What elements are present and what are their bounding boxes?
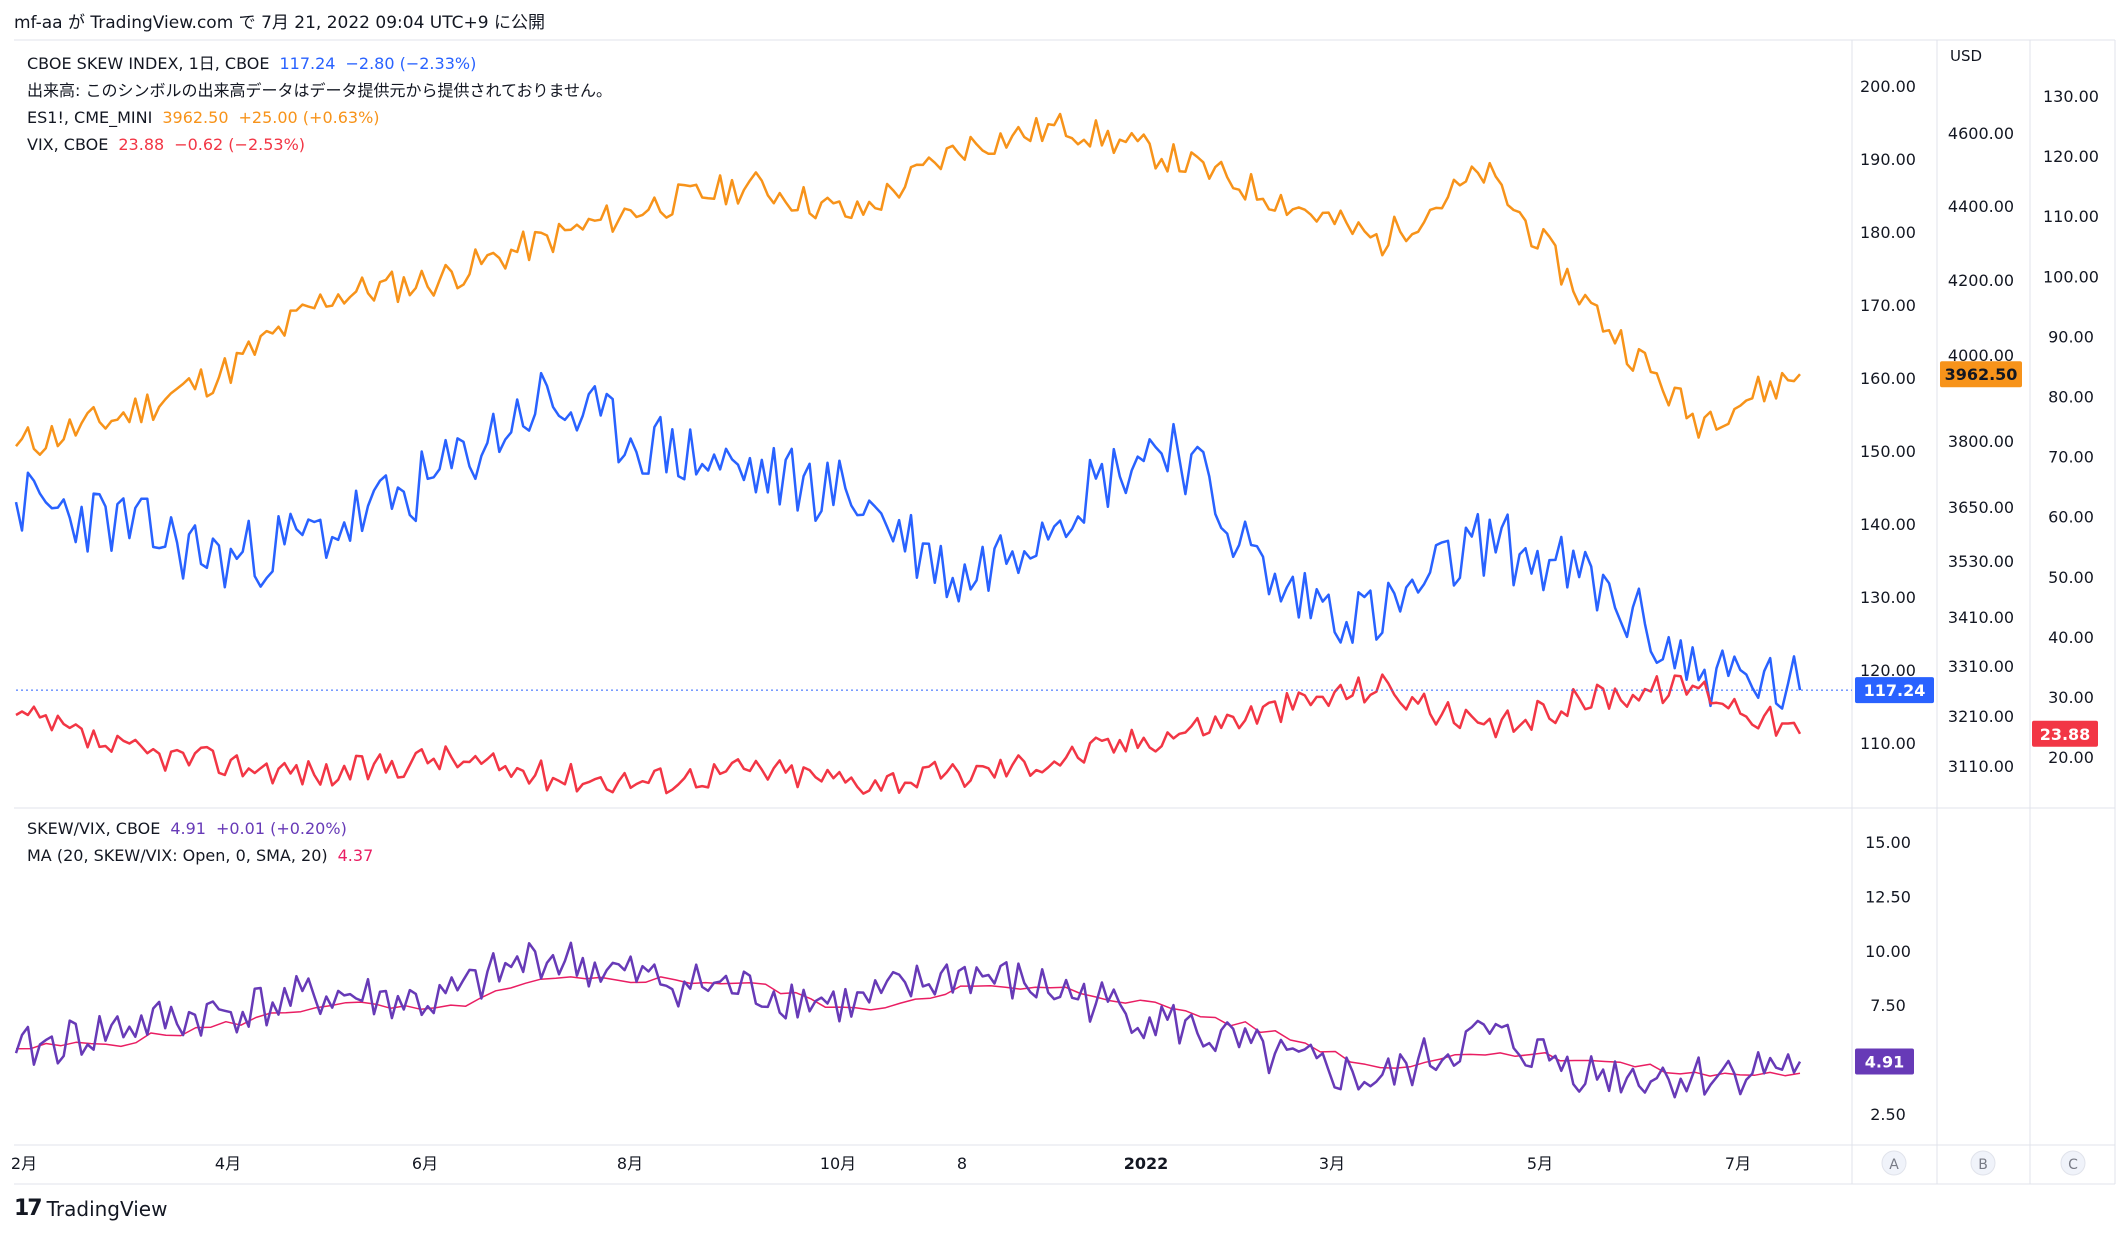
vix-price-label: 23.88: [2032, 720, 2098, 747]
es-axis-tick: 3530.00: [1948, 552, 2014, 571]
scale-button-a[interactable]: A: [1881, 1150, 1907, 1176]
brand-label: TradingView: [46, 1196, 168, 1221]
legend-es[interactable]: ES1!, CME_MINI 3962.50 +25.00 (+0.63%): [27, 108, 380, 127]
vix-axis-tick: 40.00: [2048, 628, 2094, 647]
publish-info: mf-aa が TradingView.com で 7月 21, 2022 09…: [14, 13, 545, 33]
time-axis-tick: 2022: [1124, 1154, 1169, 1173]
tradingview-brand[interactable]: 17 TradingView: [14, 1196, 167, 1221]
ratio-axis-tick: 2.50: [1870, 1105, 1906, 1124]
time-axis-tick: 2月: [11, 1154, 37, 1173]
skew-axis-tick: 140.00: [1860, 515, 1916, 534]
sub-pane-legend: SKEW/VIX, CBOE 4.91 +0.01 (+0.20%) MA (20,…: [27, 815, 373, 869]
vix-axis-tick: 110.00: [2043, 207, 2099, 226]
time-axis-tick: 6月: [412, 1154, 438, 1173]
es-axis-unit: USD: [1950, 47, 1982, 65]
skew-axis-tick: 150.00: [1860, 442, 1916, 461]
time-axis-tick: 10月: [820, 1154, 856, 1173]
ratio-price-label: 4.91: [1855, 1048, 1914, 1075]
vix-axis-tick: 70.00: [2048, 448, 2094, 467]
es-axis-tick: 4000.00: [1948, 346, 2014, 365]
skew-vix-series-line[interactable]: [14, 941, 1802, 1099]
vix-axis-tick: 80.00: [2048, 388, 2094, 407]
legend-skew[interactable]: CBOE SKEW INDEX, 1日, CBOE 117.24 −2.80 (−2…: [27, 54, 477, 73]
scale-button-label: C: [2068, 1157, 2078, 1173]
vix-axis-tick: 30.00: [2048, 688, 2094, 707]
tradingview-logo-icon: 17: [14, 1196, 43, 1221]
legend-skew-vix[interactable]: SKEW/VIX, CBOE 4.91 +0.01 (+0.20%): [27, 819, 347, 838]
es-axis-tick: 3800.00: [1948, 432, 2014, 451]
ma-series-line[interactable]: [15, 976, 1801, 1077]
ratio-price-label-text: 4.91: [1865, 1053, 1904, 1072]
skew-series-line[interactable]: [14, 371, 1802, 710]
vix-axis-tick: 100.00: [2043, 267, 2099, 286]
time-axis-tick: 4月: [215, 1154, 241, 1173]
es-series-line[interactable]: [15, 112, 1801, 456]
skew-axis-tick: 170.00: [1860, 296, 1916, 315]
skew-axis-tick: 120.00: [1860, 661, 1916, 680]
time-axis-tick: 8月: [617, 1154, 643, 1173]
vix-axis-tick: 50.00: [2048, 568, 2094, 587]
scale-button-b[interactable]: B: [1970, 1150, 1996, 1176]
ratio-axis-tick: 15.00: [1865, 833, 1911, 852]
time-axis-tick: 5月: [1527, 1154, 1553, 1173]
es-price-label-text: 3962.50: [1945, 365, 2018, 384]
ratio-axis-tick: 12.50: [1865, 887, 1911, 906]
es-axis-tick: 3410.00: [1948, 608, 2014, 627]
es-axis-tick: 4600.00: [1948, 124, 2014, 143]
skew-axis-tick: 190.00: [1860, 150, 1916, 169]
es-price-label: 3962.50: [1940, 361, 2022, 388]
vix-axis-tick: 120.00: [2043, 147, 2099, 166]
legend-ma[interactable]: MA (20, SKEW/VIX: Open, 0, SMA, 20) 4.37: [27, 846, 374, 865]
time-axis-tick: 7月: [1725, 1154, 1751, 1173]
time-axis-tick: 3月: [1319, 1154, 1345, 1173]
scale-button-label: B: [1978, 1157, 1988, 1173]
scale-button-label: A: [1889, 1157, 1899, 1173]
skew-axis-tick: 160.00: [1860, 369, 1916, 388]
skew-price-label-text: 117.24: [1864, 681, 1926, 700]
vix-price-label-text: 23.88: [2040, 725, 2091, 744]
legend-vix[interactable]: VIX, CBOE 23.88 −0.62 (−2.53%): [27, 135, 306, 154]
vix-axis-tick: 20.00: [2048, 748, 2094, 767]
es-axis-tick: 3650.00: [1948, 498, 2014, 517]
es-axis-tick: 3210.00: [1948, 707, 2014, 726]
skew-axis-tick: 180.00: [1860, 223, 1916, 242]
es-axis-tick: 4400.00: [1948, 197, 2014, 216]
scale-button-c[interactable]: C: [2060, 1150, 2086, 1176]
skew-axis-tick: 110.00: [1860, 734, 1916, 753]
vix-axis-tick: 90.00: [2048, 327, 2094, 346]
es-axis-tick: 3110.00: [1948, 757, 2014, 776]
time-axis-tick: 8: [957, 1154, 967, 1173]
vix-axis-tick: 130.00: [2043, 87, 2099, 106]
es-axis-tick: 3310.00: [1948, 657, 2014, 676]
es-axis-tick: 4200.00: [1948, 271, 2014, 290]
ratio-axis-tick: 10.00: [1865, 942, 1911, 961]
skew-price-label: 117.24: [1855, 677, 1934, 704]
vix-series-line[interactable]: [15, 673, 1802, 795]
vix-axis-tick: 60.00: [2048, 508, 2094, 527]
skew-axis-tick: 200.00: [1860, 77, 1916, 96]
skew-axis-tick: 130.00: [1860, 588, 1916, 607]
legend-volume: 出来高: このシンボルの出来高データはデータ提供元から提供されておりません。: [27, 81, 613, 100]
main-pane-legend: CBOE SKEW INDEX, 1日, CBOE 117.24 −2.80 (−2…: [27, 50, 612, 158]
ratio-axis-tick: 7.50: [1870, 996, 1906, 1015]
